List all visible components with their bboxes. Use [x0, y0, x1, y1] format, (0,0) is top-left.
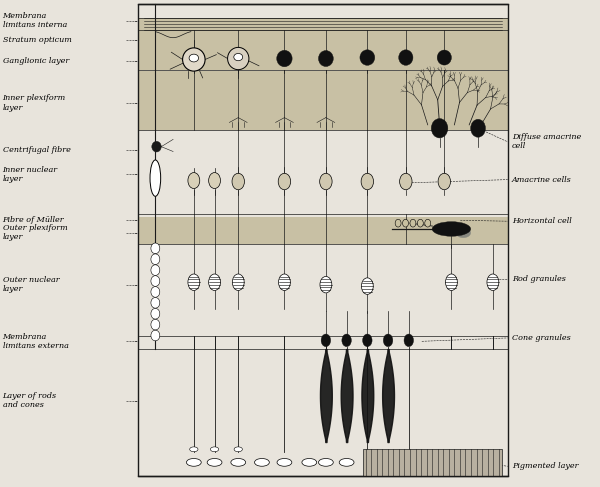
Ellipse shape — [182, 48, 205, 71]
Text: Outer nuclear
layer: Outer nuclear layer — [2, 276, 59, 293]
Ellipse shape — [277, 458, 292, 466]
Bar — [137, 4, 508, 476]
Ellipse shape — [151, 298, 160, 308]
Ellipse shape — [278, 173, 290, 190]
Ellipse shape — [361, 278, 373, 294]
Text: Pigmented layer: Pigmented layer — [512, 462, 578, 470]
Ellipse shape — [151, 330, 160, 341]
Ellipse shape — [410, 219, 416, 227]
Ellipse shape — [190, 447, 198, 452]
Text: Inner nuclear
layer: Inner nuclear layer — [2, 166, 58, 183]
Ellipse shape — [232, 173, 244, 190]
Ellipse shape — [234, 54, 242, 61]
Ellipse shape — [209, 172, 220, 188]
Ellipse shape — [227, 47, 249, 70]
Ellipse shape — [151, 308, 160, 319]
Ellipse shape — [360, 50, 375, 65]
Ellipse shape — [188, 274, 200, 290]
Ellipse shape — [152, 141, 161, 152]
Text: Centrifugal fibre: Centrifugal fibre — [2, 146, 70, 154]
Ellipse shape — [432, 222, 470, 236]
Ellipse shape — [425, 219, 431, 227]
Ellipse shape — [418, 219, 423, 227]
Ellipse shape — [400, 173, 412, 190]
Text: Stratum opticum: Stratum opticum — [2, 36, 71, 44]
Ellipse shape — [487, 274, 499, 290]
Text: Amacrine cells: Amacrine cells — [512, 176, 572, 184]
Text: Diffuse amacrine
cell: Diffuse amacrine cell — [512, 133, 581, 150]
Ellipse shape — [361, 173, 374, 190]
Ellipse shape — [151, 276, 160, 286]
Ellipse shape — [438, 173, 451, 190]
Bar — [137, 71, 508, 130]
Ellipse shape — [383, 334, 393, 347]
Bar — [137, 19, 508, 70]
Text: Outer plexiform
layer: Outer plexiform layer — [2, 224, 67, 242]
Text: Membrana
limitans externa: Membrana limitans externa — [2, 333, 68, 350]
Ellipse shape — [403, 219, 409, 227]
Bar — [137, 217, 508, 244]
Ellipse shape — [362, 334, 372, 347]
Ellipse shape — [209, 274, 220, 290]
Ellipse shape — [278, 274, 290, 290]
Ellipse shape — [399, 50, 413, 65]
Ellipse shape — [189, 54, 199, 62]
Ellipse shape — [302, 458, 317, 466]
Ellipse shape — [431, 118, 448, 138]
Ellipse shape — [187, 458, 201, 466]
Ellipse shape — [232, 274, 244, 290]
Ellipse shape — [319, 51, 333, 67]
Text: Membrana
limitans interna: Membrana limitans interna — [2, 12, 67, 29]
Ellipse shape — [395, 219, 401, 227]
Ellipse shape — [445, 274, 457, 290]
Ellipse shape — [231, 458, 245, 466]
Ellipse shape — [437, 50, 451, 65]
Ellipse shape — [188, 172, 200, 188]
Ellipse shape — [277, 50, 292, 67]
Text: Fibre of Müller: Fibre of Müller — [2, 216, 64, 224]
Ellipse shape — [151, 319, 160, 330]
Ellipse shape — [404, 334, 413, 347]
Ellipse shape — [211, 447, 219, 452]
Ellipse shape — [342, 334, 352, 347]
Ellipse shape — [151, 286, 160, 297]
Ellipse shape — [320, 277, 332, 293]
Bar — [362, 450, 502, 476]
Text: Horizontal cell: Horizontal cell — [512, 217, 572, 225]
Ellipse shape — [151, 243, 160, 254]
Ellipse shape — [456, 228, 470, 238]
Ellipse shape — [151, 265, 160, 276]
Ellipse shape — [319, 458, 333, 466]
Ellipse shape — [151, 254, 160, 264]
Ellipse shape — [207, 458, 222, 466]
Text: Rod granules: Rod granules — [512, 275, 566, 283]
Ellipse shape — [321, 334, 331, 347]
Ellipse shape — [320, 173, 332, 190]
Text: Inner plexiform
layer: Inner plexiform layer — [2, 94, 66, 112]
Ellipse shape — [339, 458, 354, 466]
Text: Layer of rods
and cones: Layer of rods and cones — [2, 392, 56, 410]
Text: Ganglionic layer: Ganglionic layer — [2, 57, 69, 65]
Ellipse shape — [234, 447, 242, 452]
Ellipse shape — [254, 458, 269, 466]
Text: Cone granules: Cone granules — [512, 334, 571, 342]
Ellipse shape — [150, 160, 161, 196]
Ellipse shape — [470, 119, 485, 137]
